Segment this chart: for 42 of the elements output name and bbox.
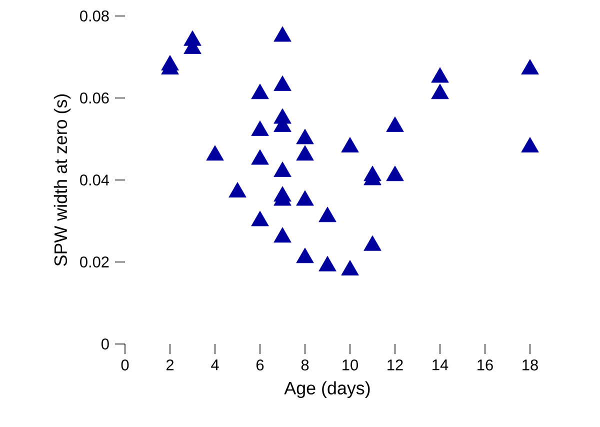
x-tick-label: 6 [256, 360, 264, 370]
x-tick-label: 8 [301, 360, 309, 370]
point [251, 149, 269, 165]
point [296, 190, 314, 206]
point [274, 76, 292, 91]
point [296, 145, 314, 161]
y-tick-label: 0.08 [80, 10, 109, 22]
point [386, 116, 404, 132]
x-tick-label: 4 [211, 360, 219, 370]
point [251, 120, 269, 136]
point [318, 256, 336, 272]
y-axis-title: SPW width at zero (s) [54, 94, 71, 266]
x-tick-label: 0 [121, 360, 129, 370]
y-tick-label: 0.06 [80, 92, 109, 104]
point [318, 206, 336, 222]
point [431, 67, 449, 83]
point [274, 227, 292, 243]
x-tick-label: 2 [166, 360, 174, 370]
point [521, 137, 539, 152]
y-tick-label: 0.04 [80, 174, 110, 186]
point [274, 162, 292, 177]
point [206, 145, 224, 161]
point [296, 248, 314, 264]
point [296, 128, 314, 144]
point [521, 59, 539, 74]
x-tick-label: 12 [388, 360, 403, 370]
y-tick-label: 0.02 [80, 256, 109, 268]
point [228, 182, 246, 198]
x-tick-label: 18 [522, 360, 538, 370]
point [274, 26, 292, 42]
x-axis-title: Age (days) [284, 381, 370, 398]
x-tick-label: 14 [432, 360, 448, 370]
x-tick-label: 16 [478, 360, 493, 370]
point [341, 137, 359, 152]
y-tick-label: 0 [102, 338, 109, 350]
x-tick-label: 10 [342, 360, 358, 370]
point [251, 210, 269, 226]
point [364, 235, 382, 251]
point [431, 84, 449, 100]
point [251, 84, 269, 100]
point [341, 260, 359, 276]
point [386, 166, 404, 182]
